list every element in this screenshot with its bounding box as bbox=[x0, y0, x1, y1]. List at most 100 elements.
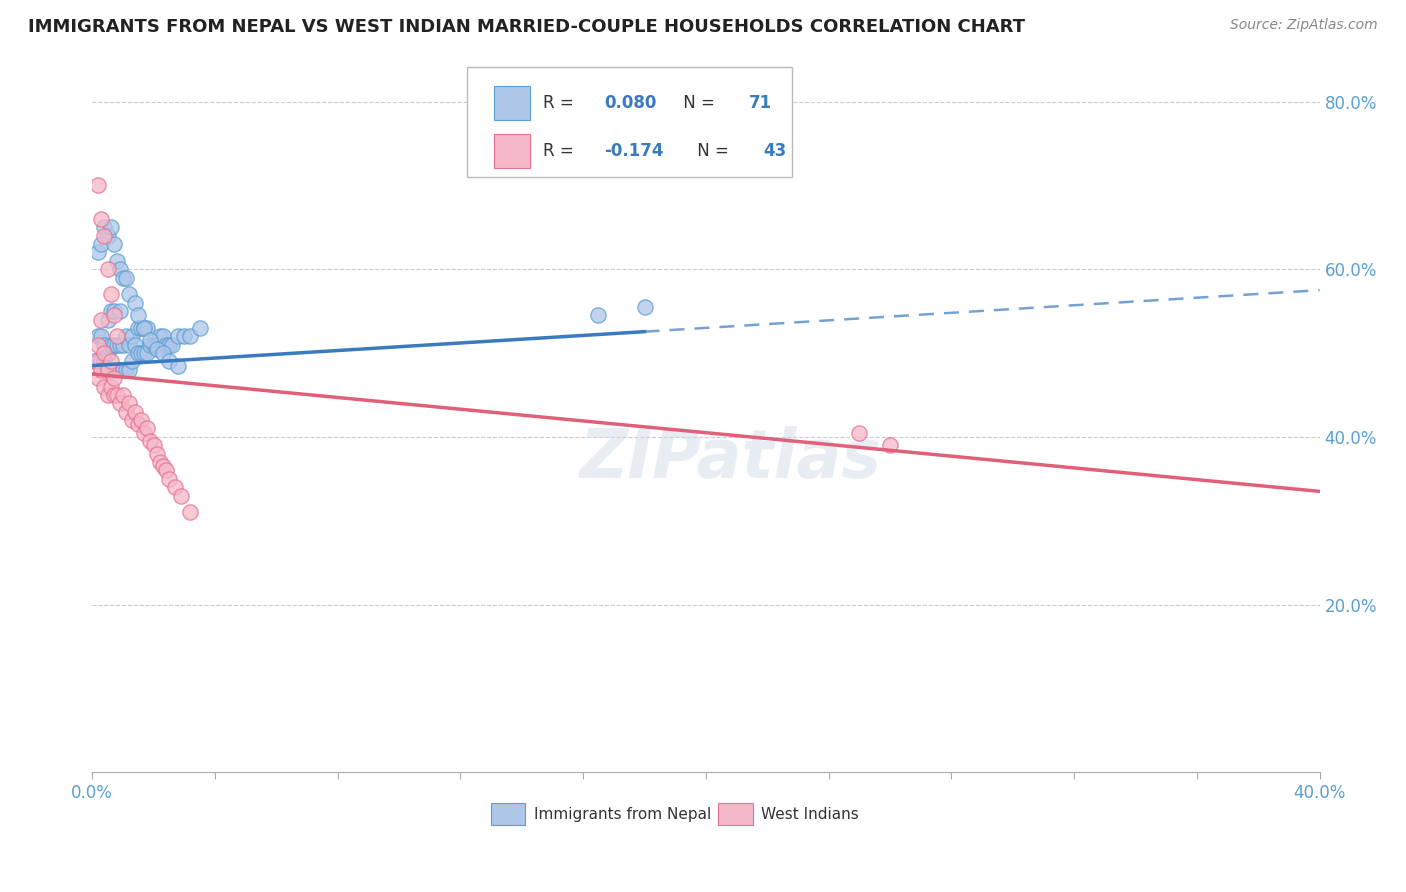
Point bbox=[127, 308, 149, 322]
Point bbox=[100, 363, 122, 377]
Point bbox=[100, 304, 122, 318]
Point bbox=[93, 228, 115, 243]
Point bbox=[115, 363, 138, 377]
Point bbox=[90, 312, 112, 326]
Point bbox=[87, 245, 110, 260]
Point bbox=[100, 337, 122, 351]
Point bbox=[134, 321, 156, 335]
Point bbox=[105, 253, 128, 268]
Point bbox=[149, 455, 172, 469]
Point bbox=[152, 346, 174, 360]
Point bbox=[157, 354, 180, 368]
Point bbox=[152, 329, 174, 343]
Point bbox=[103, 388, 125, 402]
Point bbox=[139, 334, 162, 348]
Point bbox=[105, 337, 128, 351]
Point bbox=[90, 354, 112, 368]
Point bbox=[118, 337, 141, 351]
Point bbox=[115, 329, 138, 343]
Text: Immigrants from Nepal: Immigrants from Nepal bbox=[534, 806, 711, 822]
Point bbox=[170, 489, 193, 503]
Point bbox=[179, 329, 201, 343]
Point bbox=[155, 463, 177, 477]
Point bbox=[93, 379, 115, 393]
Point bbox=[127, 321, 149, 335]
Point bbox=[145, 342, 167, 356]
Point bbox=[100, 379, 122, 393]
Point bbox=[84, 354, 107, 368]
FancyBboxPatch shape bbox=[467, 67, 792, 178]
Point bbox=[105, 388, 128, 402]
Point bbox=[879, 438, 901, 452]
Point bbox=[105, 363, 128, 377]
Point bbox=[111, 388, 134, 402]
Point bbox=[115, 270, 138, 285]
Point bbox=[157, 337, 180, 351]
Point bbox=[118, 396, 141, 410]
Point bbox=[84, 354, 107, 368]
Point bbox=[103, 363, 125, 377]
Point bbox=[90, 329, 112, 343]
Point bbox=[142, 438, 165, 452]
Point bbox=[139, 337, 162, 351]
Point bbox=[157, 472, 180, 486]
Text: West Indians: West Indians bbox=[761, 806, 859, 822]
Point bbox=[848, 425, 870, 440]
Point bbox=[108, 363, 131, 377]
Point bbox=[134, 346, 156, 360]
Point bbox=[134, 321, 156, 335]
Point bbox=[100, 354, 122, 368]
Point bbox=[167, 359, 190, 373]
Point bbox=[124, 337, 146, 351]
Point bbox=[87, 329, 110, 343]
Point bbox=[90, 237, 112, 252]
Point bbox=[149, 329, 172, 343]
Point bbox=[152, 459, 174, 474]
Point bbox=[118, 287, 141, 301]
Point bbox=[111, 270, 134, 285]
Text: Source: ZipAtlas.com: Source: ZipAtlas.com bbox=[1230, 18, 1378, 32]
Point bbox=[108, 337, 131, 351]
Point bbox=[111, 337, 134, 351]
Point bbox=[103, 308, 125, 322]
Point bbox=[93, 220, 115, 235]
Point bbox=[188, 321, 211, 335]
Point bbox=[108, 304, 131, 318]
Point bbox=[96, 228, 118, 243]
Point bbox=[96, 346, 118, 360]
Point bbox=[105, 329, 128, 343]
FancyBboxPatch shape bbox=[494, 86, 530, 120]
Point bbox=[87, 371, 110, 385]
Point bbox=[142, 337, 165, 351]
Point bbox=[121, 413, 143, 427]
Point bbox=[96, 363, 118, 377]
Text: 71: 71 bbox=[749, 94, 772, 112]
Point bbox=[93, 346, 115, 360]
Point bbox=[118, 363, 141, 377]
Point bbox=[129, 413, 152, 427]
Text: ZIPatlas: ZIPatlas bbox=[579, 425, 882, 491]
Point bbox=[90, 363, 112, 377]
Point bbox=[87, 354, 110, 368]
Text: 43: 43 bbox=[763, 142, 787, 160]
Point bbox=[96, 363, 118, 377]
Point bbox=[167, 329, 190, 343]
Point bbox=[111, 363, 134, 377]
Point bbox=[155, 337, 177, 351]
Point bbox=[103, 337, 125, 351]
Point bbox=[90, 211, 112, 226]
Point bbox=[136, 346, 159, 360]
Point bbox=[121, 354, 143, 368]
Point bbox=[103, 304, 125, 318]
Point bbox=[115, 405, 138, 419]
FancyBboxPatch shape bbox=[718, 803, 752, 825]
Point bbox=[96, 262, 118, 277]
Point bbox=[139, 434, 162, 448]
Text: IMMIGRANTS FROM NEPAL VS WEST INDIAN MARRIED-COUPLE HOUSEHOLDS CORRELATION CHART: IMMIGRANTS FROM NEPAL VS WEST INDIAN MAR… bbox=[28, 18, 1025, 36]
Point bbox=[93, 337, 115, 351]
Point bbox=[136, 421, 159, 435]
Point bbox=[136, 321, 159, 335]
Point bbox=[160, 337, 183, 351]
Point bbox=[134, 425, 156, 440]
Text: R =: R = bbox=[543, 94, 579, 112]
